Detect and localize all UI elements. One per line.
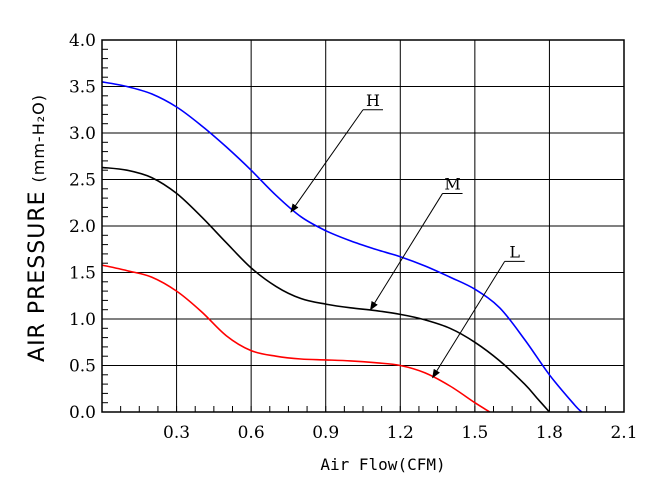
curve-m — [101, 166, 551, 413]
y-tick-label: 0.0 — [69, 403, 96, 423]
grid — [102, 40, 624, 412]
y-tick-label: 4.0 — [69, 31, 96, 51]
y-tick-label: 2.5 — [69, 171, 96, 191]
callout-arrow-l — [432, 261, 506, 379]
x-tick-label: 0.3 — [163, 423, 190, 443]
y-tick-label: 1.0 — [69, 310, 96, 330]
curve-h — [101, 81, 583, 413]
y-axis-label-unit: (mm-H₂O) — [29, 94, 48, 182]
callout-label-h: H — [366, 91, 380, 110]
callouts: H M L — [290, 91, 525, 379]
x-axis-label: Air Flow(CFM) — [320, 455, 445, 474]
y-tick-label: 3.0 — [69, 124, 96, 144]
callout-arrow-h — [290, 109, 364, 213]
x-tick-label: 1.2 — [387, 423, 414, 443]
x-tick-label: 1.8 — [536, 423, 563, 443]
y-tick-label: 2.0 — [69, 217, 96, 237]
x-tick-label: 0.6 — [238, 423, 265, 443]
y-tick-labels: 0.0 0.5 1.0 1.5 2.0 2.5 3.0 3.5 4.0 — [69, 31, 96, 423]
x-tick-label: 0.9 — [312, 423, 339, 443]
y-axis-label: AIR PRESSURE (mm-H₂O) — [25, 94, 50, 362]
curve-l — [101, 264, 491, 413]
plot-frame — [101, 39, 625, 413]
y-axis-label-main: AIR PRESSURE — [25, 190, 50, 362]
callout-label-m: M — [444, 174, 460, 193]
x-tick-label: 2.1 — [610, 423, 637, 443]
y-tick-label: 3.5 — [69, 78, 96, 98]
x-tick-label: 1.5 — [461, 423, 488, 443]
x-tick-labels: 0.3 0.6 0.9 1.2 1.5 1.8 2.1 — [163, 423, 637, 443]
y-tick-label: 0.5 — [69, 357, 96, 377]
y-tick-label: 1.5 — [69, 264, 96, 284]
callout-label-l: L — [509, 242, 520, 261]
callout-arrow-m — [369, 193, 443, 311]
